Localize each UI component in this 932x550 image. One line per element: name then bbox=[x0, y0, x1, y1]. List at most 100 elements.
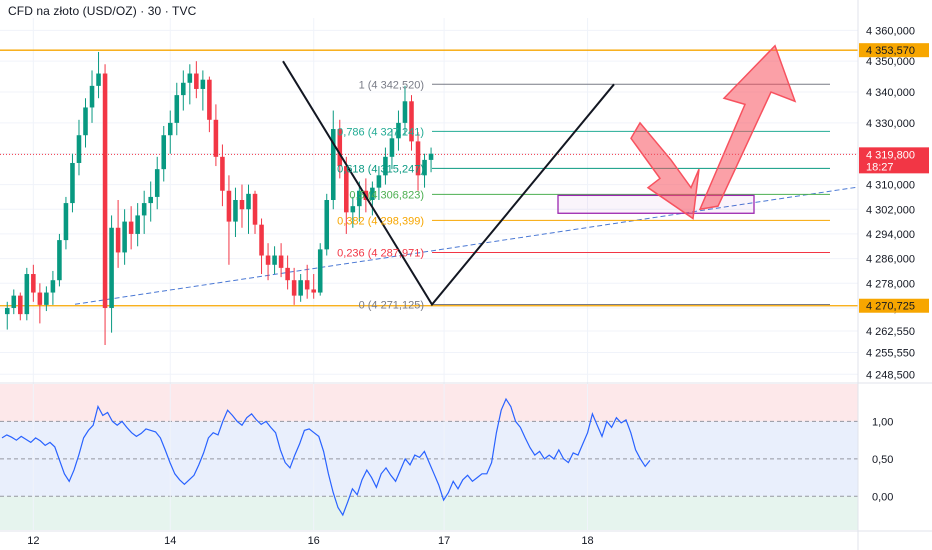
candle-body bbox=[298, 280, 303, 296]
candle-body bbox=[194, 73, 199, 89]
candle-body bbox=[11, 295, 17, 308]
candle-body bbox=[415, 141, 421, 176]
candle-body bbox=[148, 196, 153, 204]
candle-body bbox=[370, 187, 375, 200]
candle-body bbox=[50, 280, 56, 293]
candle-body bbox=[57, 240, 62, 281]
candle-body bbox=[154, 169, 160, 197]
fib-level-label: 0,786 (4 327,241) bbox=[337, 126, 424, 138]
candle-body bbox=[220, 156, 225, 191]
candle-body bbox=[109, 227, 114, 308]
indicator-line bbox=[1, 397, 651, 517]
fib-level-label: 1 (4 342,520) bbox=[359, 79, 424, 91]
candle-body bbox=[128, 221, 134, 234]
candle-body bbox=[207, 79, 212, 120]
candle-body bbox=[161, 135, 167, 170]
fib-level-label: 0,618 (4 315,247) bbox=[337, 163, 424, 175]
candle-body bbox=[44, 292, 49, 305]
price-axis-tick: 4 294,000 bbox=[866, 229, 915, 241]
candle-body bbox=[324, 200, 330, 250]
candle-body bbox=[174, 95, 180, 123]
candle-body bbox=[265, 255, 271, 265]
trendline-dashed bbox=[74, 186, 859, 305]
candle-body bbox=[317, 249, 323, 293]
indicator-oversold-band bbox=[0, 496, 858, 530]
price-axis-tick: 4 340,000 bbox=[866, 87, 915, 99]
price-badge-countdown: 18:27 bbox=[866, 161, 894, 173]
price-axis-tick: 4 262,550 bbox=[866, 326, 915, 338]
price-badge-label: 4 353,570 bbox=[866, 45, 915, 57]
candle-body bbox=[167, 122, 173, 136]
indicator-axis-tick: 1,00 bbox=[872, 416, 893, 428]
candle-body bbox=[102, 73, 108, 308]
price-axis-tick: 4 255,550 bbox=[866, 348, 915, 360]
candle-body bbox=[409, 101, 414, 142]
candle-body bbox=[83, 107, 88, 136]
candle-body bbox=[285, 267, 290, 281]
candle-body bbox=[63, 203, 69, 241]
price-axis-tick: 4 310,000 bbox=[866, 180, 915, 192]
candle-body bbox=[96, 73, 101, 86]
candle-body bbox=[330, 129, 336, 200]
candle-body bbox=[252, 193, 258, 225]
candle-body bbox=[233, 200, 238, 222]
chart-title: CFD na złoto (USD/OZ) · 30 · TVC bbox=[8, 4, 197, 18]
candle-body bbox=[200, 79, 206, 89]
candle-body bbox=[337, 129, 343, 167]
candle-body bbox=[272, 255, 277, 265]
candle-body bbox=[89, 85, 95, 108]
price-axis-tick: 4 360,000 bbox=[866, 25, 915, 37]
fib-level-label: 0,382 (4 298,399) bbox=[337, 215, 424, 227]
fib-level-label: 0 (4 271,125) bbox=[359, 299, 424, 311]
price-axis-tick: 4 302,000 bbox=[866, 204, 915, 216]
candle-body bbox=[70, 162, 75, 204]
price-axis-tick: 4 286,000 bbox=[866, 254, 915, 266]
candle-body bbox=[4, 307, 10, 315]
price-axis-tick: 4 278,000 bbox=[866, 278, 915, 290]
price-badge-label: 4 270,725 bbox=[866, 301, 915, 313]
time-axis-tick: 18 bbox=[581, 535, 593, 547]
candle-body bbox=[422, 159, 427, 176]
price-axis-tick: 4 248,500 bbox=[866, 369, 915, 381]
candle-body bbox=[259, 224, 264, 256]
candle-body bbox=[350, 206, 356, 213]
indicator-axis-tick: 0,50 bbox=[872, 454, 893, 466]
bullish-arrow bbox=[698, 44, 797, 211]
candle-body bbox=[278, 255, 284, 268]
candle-body bbox=[24, 274, 30, 315]
time-axis-tick: 17 bbox=[438, 535, 450, 547]
candle-body bbox=[141, 203, 147, 216]
candle-body bbox=[291, 280, 297, 296]
candle-body bbox=[115, 227, 121, 253]
candle-body bbox=[213, 119, 219, 157]
fib-level-label: 0,236 (4 287,971) bbox=[337, 248, 424, 260]
candle-body bbox=[311, 289, 316, 293]
time-axis-tick: 16 bbox=[308, 535, 320, 547]
indicator-overbought-band bbox=[0, 384, 858, 422]
candles-group bbox=[4, 51, 434, 345]
indicator-axis-tick: 0,00 bbox=[872, 491, 893, 503]
fib-level-label: 0,5 (4 306,823) bbox=[349, 189, 424, 201]
candle-body bbox=[181, 82, 186, 96]
candle-body bbox=[122, 221, 127, 253]
candle-body bbox=[357, 190, 362, 207]
candle-body bbox=[396, 122, 401, 139]
candle-body bbox=[304, 280, 310, 290]
time-axis-tick: 14 bbox=[164, 535, 176, 547]
candle-body bbox=[246, 193, 251, 210]
candle-body bbox=[239, 200, 245, 210]
candle-body bbox=[344, 166, 349, 213]
candle-body bbox=[135, 215, 140, 234]
price-badge bbox=[859, 43, 929, 58]
candle-body bbox=[76, 135, 82, 163]
time-axis-tick: 12 bbox=[27, 535, 39, 547]
candle-body bbox=[226, 190, 232, 222]
price-badge bbox=[859, 298, 929, 313]
candle-body bbox=[376, 175, 382, 188]
price-axis-tick: 4 350,000 bbox=[866, 56, 915, 68]
candle-body bbox=[383, 156, 388, 176]
candle-body bbox=[37, 292, 43, 305]
bearish-arrow bbox=[630, 121, 700, 220]
candle-body bbox=[428, 153, 434, 160]
